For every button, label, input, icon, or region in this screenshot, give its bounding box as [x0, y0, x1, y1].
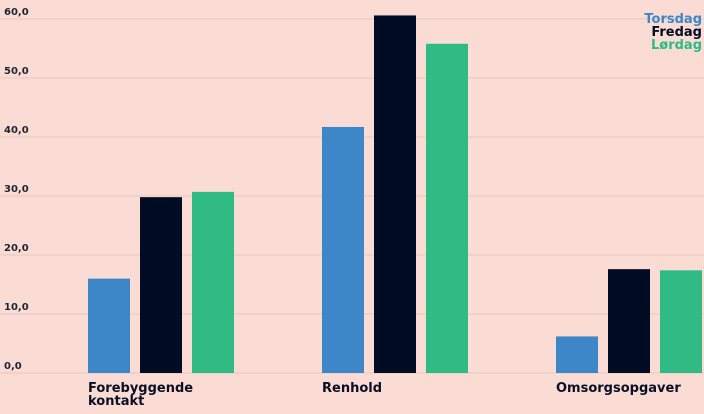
y-tick-label: 0,0: [4, 361, 22, 372]
legend-item: Lørdag: [651, 38, 702, 53]
y-tick-label: 10,0: [4, 302, 29, 313]
bar-torsdag: [88, 278, 130, 373]
category-label: Renhold: [322, 381, 382, 396]
bar-l-rdag: [192, 191, 234, 373]
bar-l-rdag: [660, 270, 702, 373]
bar-torsdag: [322, 126, 364, 373]
category-label: Forebyggende kontakt: [88, 381, 193, 409]
y-tick-label: 60,0: [4, 7, 29, 18]
legend-item: Fredag: [651, 25, 702, 40]
y-tick-label: 30,0: [4, 184, 29, 195]
bars: [88, 15, 702, 374]
x-axis-labels: Forebyggende kontakt Renhold Omsorgsopgaver: [88, 381, 681, 409]
y-tick-label: 50,0: [4, 66, 29, 77]
y-tick-label: 20,0: [4, 243, 29, 254]
bar-fredag: [374, 15, 416, 374]
y-axis-ticks: 0,0 10,0 20,0 30,0 40,0 50,0 60,0: [4, 7, 29, 372]
bar-fredag: [140, 197, 182, 373]
bar-torsdag: [556, 336, 598, 373]
y-tick-label: 40,0: [4, 125, 29, 136]
bar-fredag: [608, 269, 650, 373]
bar-l-rdag: [426, 43, 468, 373]
category-label: Omsorgsopgaver: [556, 381, 681, 396]
legend-item: Torsdag: [644, 12, 702, 27]
